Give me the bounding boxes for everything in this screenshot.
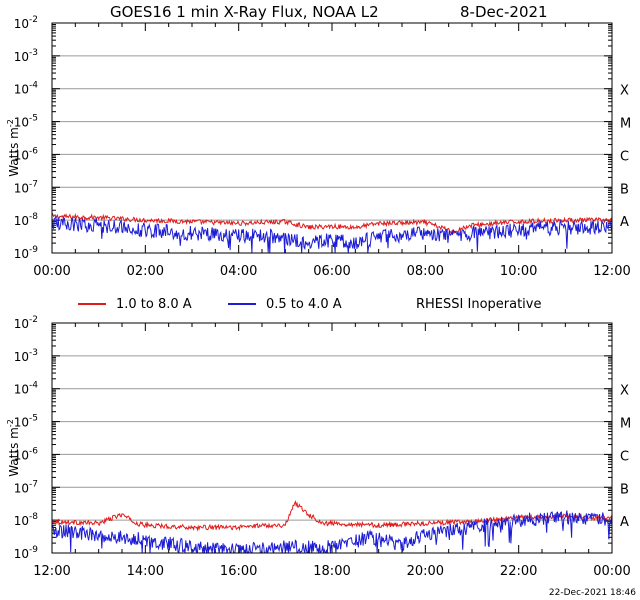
x-tick-label: 06:00 [313,264,350,279]
series-line-1-8A [52,499,612,532]
chart-title: GOES16 1 min X-Ray Flux, NOAA L2 [110,3,379,21]
y-tick-label: 10-9 [14,245,39,261]
y-axis-title: Watts m-2 [6,119,21,177]
y-tick-label: 10-4 [14,381,39,397]
x-tick-label: 00:00 [593,564,630,579]
generated-timestamp: 22-Dec-2021 18:46 [549,588,636,598]
flare-class-label: X [620,84,629,99]
y-tick-label: 10-5 [14,114,38,130]
x-tick-label: 12:00 [593,264,630,279]
y-tick-label: 10-3 [14,48,38,64]
flare-class-label: M [620,417,631,432]
plot-frame [51,22,613,254]
legend-label-long: 1.0 to 8.0 A [116,297,192,312]
x-tick-label: 10:00 [500,264,537,279]
y-tick-label: 10-9 [14,545,39,561]
x-tick-label: 22:00 [500,564,537,579]
y-tick-label: 10-2 [14,15,38,31]
plot-frame [51,322,613,554]
flare-class-label: M [620,117,631,132]
y-tick-label: 10-3 [14,348,38,364]
x-tick-label: 16:00 [220,564,257,579]
flare-class-label: C [620,149,629,164]
flare-class-label: B [620,182,629,197]
x-tick-label: 08:00 [407,264,444,279]
y-tick-label: 10-6 [14,146,39,162]
series-line-0.5-4A [52,215,612,253]
y-tick-label: 10-8 [14,512,39,528]
panel-bottom: 10-2 10-3 10-4 10-5 10-6 10-7 10-8 10-9 Watts m-… [6,315,631,579]
flare-class-label: B [620,482,629,497]
series-line-1-8A [52,212,612,234]
flare-class-label: C [620,449,629,464]
flare-class-label: X [620,384,629,399]
x-tick-label: 12:00 [33,564,70,579]
y-tick-label: 10-2 [14,315,38,331]
y-axis-title: Watts m-2 [6,419,21,477]
panel-top: 10-2 10-3 10-4 10-5 10-6 10-7 10-8 10-9 Watts m-… [6,15,631,279]
chart-date: 8-Dec-2021 [460,3,548,21]
y-tick-label: 10-5 [14,414,38,430]
y-tick-label: 10-8 [14,212,39,228]
flare-class-label: A [620,215,629,230]
y-tick-label: 10-7 [14,479,38,495]
legend-label-short: 0.5 to 4.0 A [266,297,342,312]
x-tick-label: 02:00 [127,264,164,279]
legend-note: RHESSI Inoperative [416,297,541,312]
x-tick-label: 04:00 [220,264,257,279]
y-tick-label: 10-6 [14,446,39,462]
x-tick-label: 00:00 [33,264,70,279]
x-tick-label: 18:00 [313,564,350,579]
x-tick-label: 14:00 [127,564,164,579]
series-line-0.5-4A [52,510,612,553]
y-tick-label: 10-4 [14,81,39,97]
y-tick-label: 10-7 [14,179,38,195]
legend: 1.0 to 8.0 A 0.5 to 4.0 A RHESSI Inopera… [78,297,541,312]
flare-class-label: A [620,515,629,530]
x-tick-label: 20:00 [407,564,444,579]
